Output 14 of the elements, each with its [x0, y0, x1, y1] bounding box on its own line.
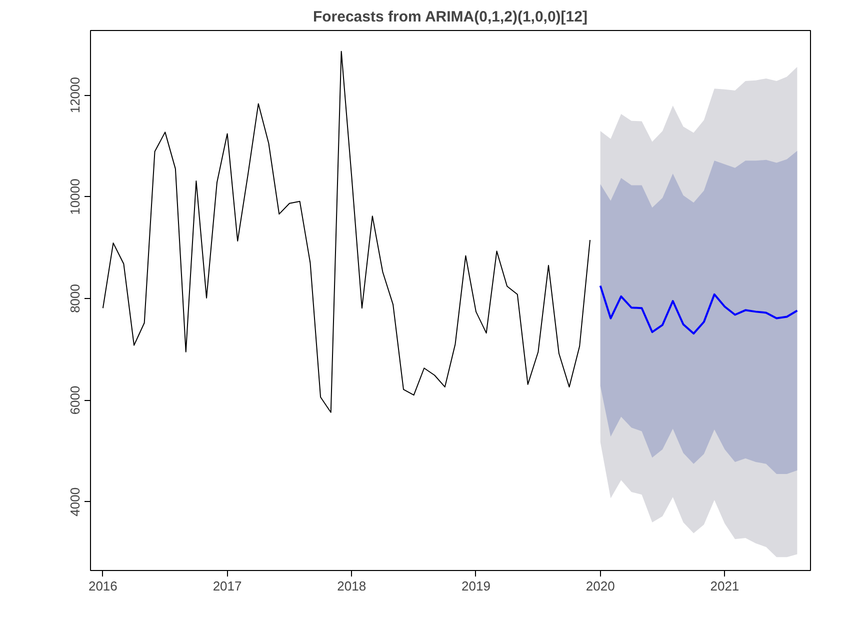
line-series [102, 50, 591, 413]
y-tick-label: 12000 [68, 76, 82, 114]
chart-title: Forecasts from ARIMA(0,1,2)(1,0,0)[12] [312, 8, 588, 26]
y-tick-label: 4000 [68, 487, 82, 516]
x-tick-label: 2017 [212, 578, 242, 594]
y-tick-label: 6000 [68, 386, 82, 415]
line-series [599, 284, 798, 335]
y-tick-label: 8000 [68, 284, 82, 313]
x-tick-label: 2020 [586, 578, 615, 594]
x-tick-label: 2019 [462, 578, 490, 594]
y-tick-label: 10000 [68, 178, 82, 215]
x-tick-label: 2021 [710, 578, 740, 594]
x-tick-label: 2016 [88, 578, 118, 594]
x-tick-label: 2018 [337, 578, 366, 594]
